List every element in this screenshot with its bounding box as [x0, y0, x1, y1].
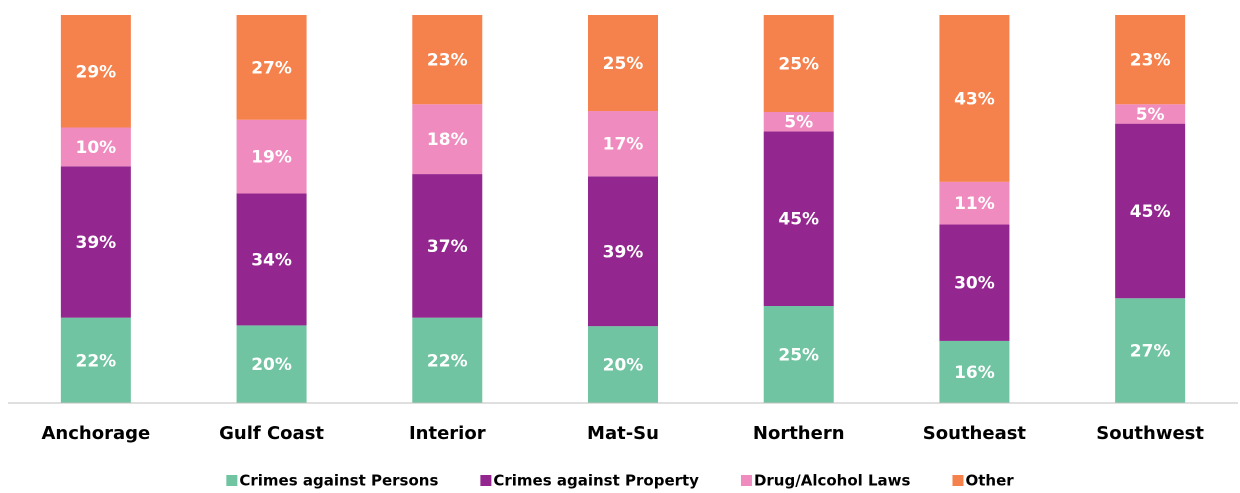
value-label: 17%: [603, 135, 644, 155]
x-tick-label: Southeast: [923, 423, 1027, 444]
value-label: 23%: [1130, 51, 1171, 71]
bar-segment: [236, 119, 307, 194]
value-label: 11%: [954, 194, 995, 214]
bar-segment: [236, 193, 307, 326]
bar-segment: [412, 104, 483, 175]
value-label: 27%: [1130, 342, 1171, 362]
bar-segment: [1115, 104, 1186, 124]
bar-segment: [1115, 298, 1186, 403]
value-label: 45%: [778, 210, 819, 230]
bar-segment: [588, 111, 658, 177]
value-label: 45%: [1130, 202, 1171, 222]
bar-segment: [236, 325, 307, 403]
value-label: 29%: [76, 62, 117, 82]
value-label: 10%: [76, 138, 117, 158]
value-label: 22%: [427, 351, 468, 371]
x-tick-label: Southwest: [1096, 423, 1204, 444]
bar-segment: [763, 15, 834, 112]
x-tick-label: Mat-Su: [587, 423, 659, 444]
legend: Crimes against Persons Crimes against Pro…: [226, 472, 1014, 490]
x-tick-label: Northern: [753, 423, 845, 444]
bar-segment: [236, 15, 307, 120]
legend-swatch: [226, 475, 238, 486]
value-label: 20%: [603, 356, 644, 376]
bar-segment: [60, 127, 131, 167]
value-label: 39%: [76, 233, 117, 253]
bar-segment: [763, 306, 834, 403]
bar-segment: [1115, 123, 1186, 299]
bar-segment: [60, 166, 131, 318]
value-label: 43%: [954, 89, 995, 109]
value-label: 27%: [251, 58, 292, 78]
value-label: 20%: [251, 355, 292, 375]
value-label: 37%: [427, 237, 468, 257]
value-label: 25%: [778, 55, 819, 75]
x-tick-label: Anchorage: [41, 423, 150, 444]
value-label: 18%: [427, 130, 468, 150]
bar-segment: [939, 224, 1010, 341]
bar-segment: [412, 15, 483, 105]
value-label: 25%: [603, 54, 644, 74]
legend-swatch: [740, 475, 752, 486]
x-tick-label: Gulf Coast: [219, 423, 324, 444]
bar-segment: [939, 181, 1010, 225]
legend-label: Crimes against Property: [493, 472, 699, 490]
bar-segment: [60, 317, 131, 403]
bar-segment: [588, 326, 658, 403]
bar-segment: [763, 112, 834, 132]
value-label: 23%: [427, 51, 468, 71]
value-label: 39%: [603, 242, 644, 262]
bar-segment: [1115, 15, 1186, 105]
value-label: 5%: [784, 113, 813, 133]
bar-segment: [763, 131, 834, 306]
value-label: 16%: [954, 363, 995, 383]
bar-segment: [588, 15, 658, 112]
bar-segment: [412, 317, 483, 403]
legend-label: Drug/Alcohol Laws: [754, 472, 911, 490]
value-label: 19%: [251, 148, 292, 168]
value-label: 5%: [1136, 105, 1165, 125]
legend-label: Crimes against Persons: [239, 472, 438, 490]
bar-segment: [60, 15, 131, 128]
x-tick-label: Interior: [409, 423, 486, 444]
value-label: 34%: [251, 250, 292, 270]
bar-segment: [588, 176, 658, 327]
bar-segment: [939, 340, 1010, 403]
value-label: 25%: [778, 346, 819, 366]
legend-swatch: [480, 475, 492, 486]
legend-label: Other: [965, 472, 1014, 490]
bar-segment: [939, 15, 1010, 182]
value-label: 30%: [954, 274, 995, 294]
bar-segment: [412, 174, 483, 318]
value-label: 22%: [76, 351, 117, 371]
legend-swatch: [952, 475, 964, 486]
